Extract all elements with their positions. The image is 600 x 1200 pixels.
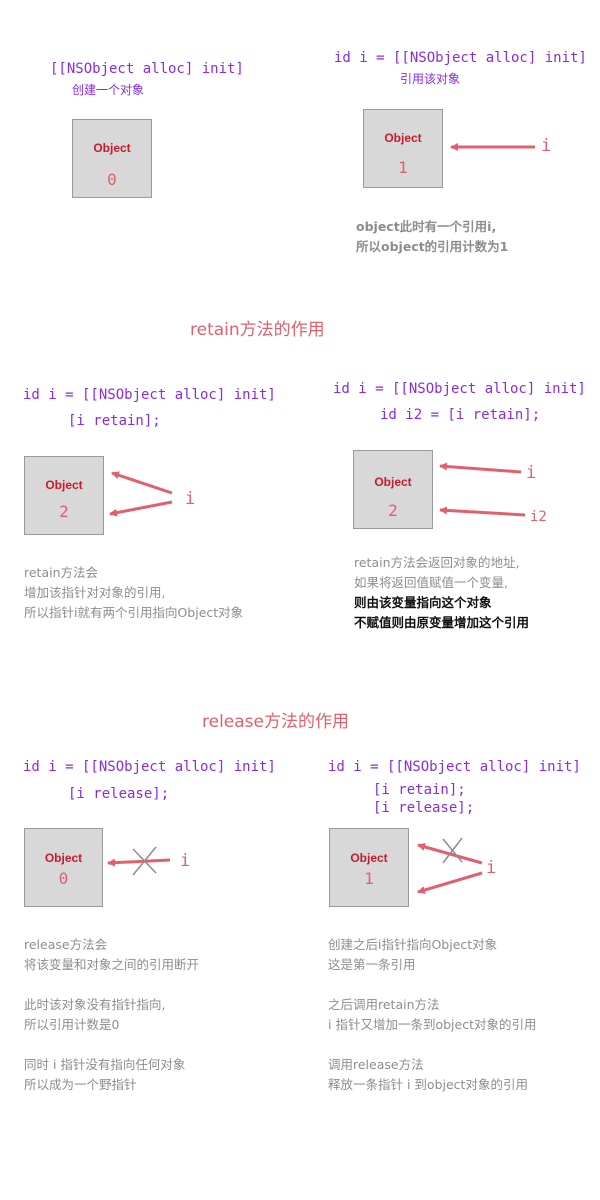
note-line: release方法会 [24, 937, 108, 952]
reference-arrow [439, 462, 522, 474]
create-object-caption: 创建一个对象 [72, 83, 145, 97]
object-box: Object 0 [72, 119, 152, 198]
alloc-init-code: id i = [[NSObject alloc] init] [333, 381, 586, 397]
note-line: 同时 i 指针没有指向任何对象 [24, 1057, 186, 1072]
note-line: 增加该指针对对象的引用, [24, 585, 166, 600]
pointer-i2-label: i2 [530, 509, 547, 525]
object-label: Object [93, 141, 131, 155]
reference-arrow [107, 858, 171, 867]
reference-caption: 引用该对象 [400, 72, 461, 86]
note-line: i 指针又增加一条到object对象的引用 [328, 1017, 537, 1032]
reference-code: id i = [[NSObject alloc] init] [334, 50, 587, 66]
note-line: 之后调用retain方法 [328, 997, 440, 1012]
note-line-bold: 不赋值则由原变量增加这个引用 [354, 615, 530, 630]
pointer-i-label: i [541, 136, 552, 156]
note-line: 释放一条指针 i 到object对象的引用 [328, 1077, 528, 1092]
retain-call-code: [i retain]; [373, 782, 466, 798]
retain-assign-code: id i2 = [i retain]; [380, 407, 541, 423]
object-box: Object 2 [353, 450, 433, 529]
reference-arrow [439, 506, 526, 517]
reference-arrow [109, 500, 173, 517]
released-reference-cross [442, 838, 463, 863]
note-line: 调用release方法 [328, 1057, 424, 1072]
note-line: 创建之后i指针指向Object对象 [328, 937, 498, 952]
note-line-bold: 则由该变量指向这个对象 [354, 595, 492, 610]
reference-arrow [417, 843, 483, 865]
object-label: Object [44, 851, 83, 865]
retain-call-code: [i retain]; [68, 413, 161, 429]
pointer-i-label: i [526, 463, 537, 483]
pointer-i-label: i [486, 858, 497, 878]
note-line: 这是第一条引用 [328, 957, 416, 972]
reference-arrow [417, 871, 483, 894]
note-line: retain方法会 [24, 565, 99, 580]
retain-count: 1 [398, 158, 408, 177]
retain-count: 2 [388, 501, 398, 520]
pointer-i-label: i [185, 489, 196, 509]
alloc-init-code: id i = [[NSObject alloc] init] [23, 759, 276, 775]
object-box: Object 2 [24, 456, 104, 535]
reference-arrow [111, 471, 173, 495]
object-label: Object [374, 475, 412, 489]
alloc-init-code: id i = [[NSObject alloc] init] [328, 759, 581, 775]
object-label: Object [45, 478, 83, 492]
note-line: 所以成为一个野指针 [24, 1077, 137, 1092]
release-call-code: [i release]; [373, 800, 475, 816]
retain-count: 2 [59, 502, 69, 521]
alloc-init-code: id i = [[NSObject alloc] init] [23, 387, 276, 403]
release-call-code: [i release]; [68, 786, 170, 802]
note-line: 如果将返回值赋值一个变量, [354, 575, 508, 590]
note-line: 此时该对象没有指针指向, [24, 997, 166, 1012]
object-label: Object [384, 131, 422, 145]
retain-section-title: retain方法的作用 [190, 320, 325, 340]
object-box: Object 0 [24, 828, 103, 907]
pointer-i-label: i [180, 851, 191, 871]
note-line: object此时有一个引用i, [356, 219, 497, 234]
object-box: Object 1 [329, 828, 409, 907]
retain-count: 1 [364, 869, 374, 888]
retain-count: 0 [58, 869, 69, 888]
note-line: 所以引用计数是0 [24, 1017, 120, 1032]
note-line: retain方法会返回对象的地址, [354, 555, 520, 570]
alloc-init-code: [[NSObject alloc] init] [50, 61, 244, 77]
note-line: 将该变量和对象之间的引用断开 [24, 957, 200, 972]
object-label: Object [350, 851, 388, 865]
broken-reference-cross [132, 846, 157, 876]
note-line: 所以object的引用计数为1 [356, 239, 509, 254]
release-section-title: release方法的作用 [202, 712, 349, 732]
released-reference-cross [442, 837, 463, 864]
broken-reference-cross [132, 848, 157, 874]
object-box: Object 1 [363, 109, 443, 188]
retain-count: 0 [107, 170, 117, 189]
note-line: 所以指针i就有两个引用指向Object对象 [24, 605, 244, 620]
